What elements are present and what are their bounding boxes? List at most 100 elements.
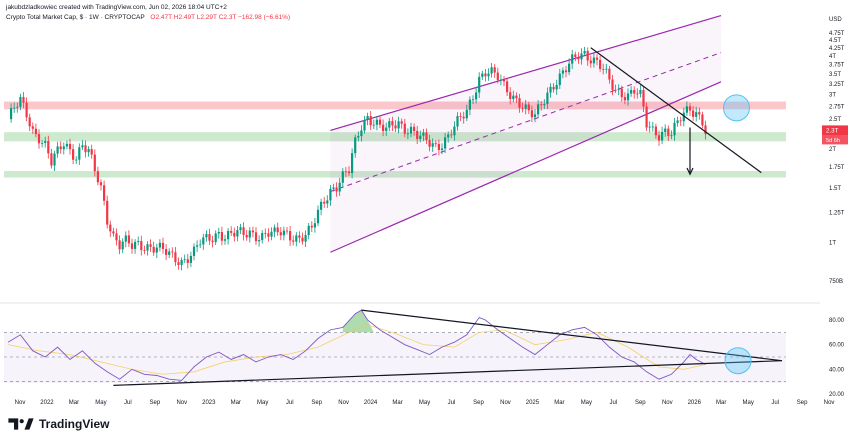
candle-body: [93, 154, 96, 172]
candle-body: [78, 147, 81, 160]
candle-body: [388, 121, 391, 128]
candle-body: [636, 93, 639, 95]
candle-body: [31, 126, 34, 129]
candle-body: [341, 171, 344, 183]
time-tick: Nov: [662, 400, 673, 406]
rsi-tick: 60.00: [829, 343, 845, 349]
candle-body: [211, 240, 214, 243]
candle-body: [453, 126, 456, 136]
time-tick: Jul: [771, 400, 779, 406]
candle-body: [512, 95, 515, 100]
candle-body: [112, 231, 115, 234]
candle-body: [450, 134, 453, 136]
price-tick: 4.5T: [829, 38, 841, 44]
candle-body: [533, 114, 537, 118]
candle-body: [84, 145, 87, 153]
author-line: jakubdzladkowiec created with TradingVie…: [6, 4, 227, 11]
candle-body: [372, 124, 375, 126]
candle-body: [626, 93, 630, 101]
last-price-label: 2.3T: [826, 128, 839, 135]
candle-body: [273, 227, 276, 232]
candle-body: [524, 104, 527, 109]
candle-body: [199, 244, 202, 246]
price-tick: 3T: [829, 93, 836, 99]
symbol-title: Crypto Total Market Cap, $ · 1W · CRYPTO…: [6, 14, 145, 21]
price-tick: 3.5T: [829, 72, 841, 78]
candle-body: [502, 79, 506, 82]
candle-body: [568, 63, 571, 73]
candle-body: [614, 89, 617, 91]
candle-body: [96, 171, 99, 183]
candle-body: [143, 250, 146, 251]
candle-body: [183, 259, 186, 261]
price-tick: 2.75T: [829, 104, 845, 110]
candle-body: [444, 137, 447, 149]
time-tick: May: [743, 400, 754, 406]
rising-channel: [330, 14, 722, 253]
candle-body: [437, 143, 440, 150]
time-tick: Sep: [311, 400, 322, 406]
candle-body: [149, 244, 152, 247]
rsi-resistance-line: [361, 309, 783, 362]
candle-body: [109, 224, 112, 232]
candle-body: [344, 171, 347, 173]
candle-body: [406, 133, 409, 135]
candle-body: [577, 56, 580, 60]
candle-body: [121, 241, 124, 250]
candle-body: [369, 116, 372, 126]
candle-body: [34, 128, 37, 135]
candle-body: [471, 99, 475, 101]
candle-body: [543, 104, 546, 106]
candle-body: [28, 117, 31, 127]
time-tick: 2022: [40, 400, 54, 406]
candle-body: [645, 106, 648, 128]
time-tick: Sep: [473, 400, 484, 406]
candle-body: [16, 106, 19, 108]
candle-body: [363, 119, 366, 131]
candle-body: [261, 232, 264, 241]
time-tick: Mar: [716, 400, 726, 406]
time-tick: Jul: [124, 400, 132, 406]
candle-body: [72, 149, 75, 160]
candle-body: [493, 67, 496, 73]
candle-body: [456, 116, 459, 127]
candle-body: [118, 240, 121, 250]
time-tick: Jul: [286, 400, 294, 406]
candle-body: [205, 234, 208, 238]
candle-body: [400, 121, 403, 124]
time-tick: May: [581, 400, 592, 406]
candle-body: [81, 145, 84, 148]
price-tick: 3.75T: [829, 63, 845, 69]
channel-mid: [330, 52, 722, 193]
price-tick: 1.5T: [829, 186, 841, 192]
time-tick: May: [257, 400, 268, 406]
candle-body: [208, 234, 211, 241]
candle-body: [595, 57, 599, 60]
candle-body: [19, 96, 22, 107]
candle-body: [462, 116, 465, 119]
countdown-label: 5d 6h: [826, 138, 840, 144]
candle-body: [245, 235, 248, 238]
candle-body: [230, 230, 233, 233]
tradingview-logo-icon: [8, 418, 34, 430]
candle-body: [676, 120, 679, 123]
candle-body: [617, 88, 620, 90]
candle-body: [282, 230, 285, 236]
candle-body: [366, 116, 369, 120]
candle-body: [360, 130, 363, 137]
time-tick: Nov: [824, 400, 835, 406]
candle-body: [50, 153, 53, 166]
candle-body: [571, 54, 574, 64]
candle-body: [385, 127, 388, 132]
candle-body: [657, 135, 661, 141]
candle-body: [521, 107, 524, 109]
time-tick: 2025: [526, 400, 540, 406]
candle-body: [589, 60, 592, 64]
candle-body: [537, 104, 540, 115]
channel-bottom: [330, 81, 722, 253]
candle-body: [685, 106, 688, 113]
candle-body: [174, 252, 177, 263]
candle-body: [214, 233, 217, 243]
